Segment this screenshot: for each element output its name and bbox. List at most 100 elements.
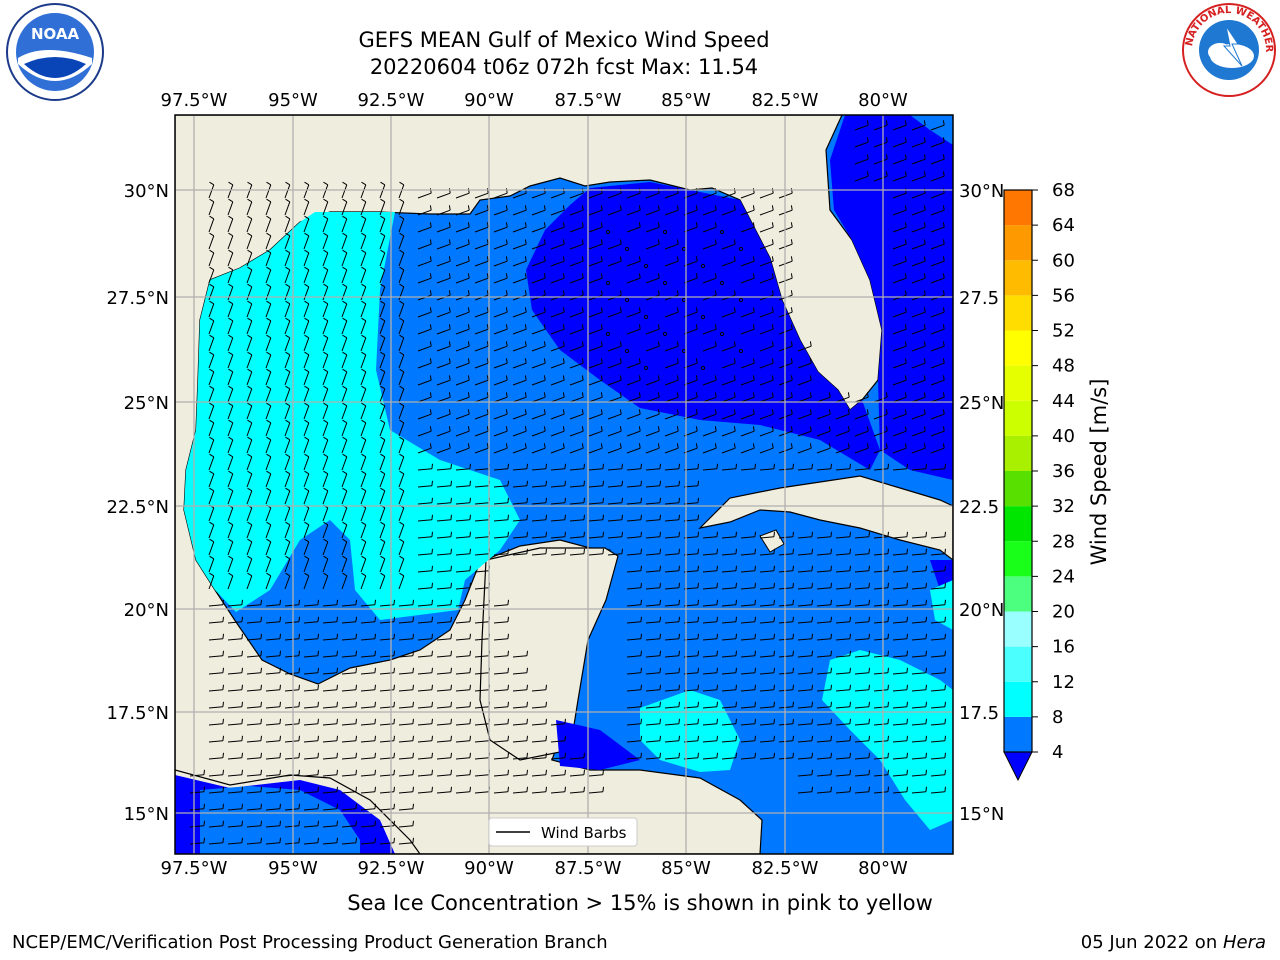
wind-barb-flag (904, 443, 907, 449)
wind-barb-staff (740, 553, 755, 556)
wind-barb-staff (455, 311, 470, 318)
wind-barb-flag (380, 521, 386, 526)
wind-barb-flag (733, 426, 736, 432)
wind-barb-flag (925, 684, 927, 690)
wind-barb-staff (512, 791, 527, 794)
wind-barb-staff (284, 473, 291, 488)
wind-barb-staff (588, 209, 603, 216)
wind-barb-flag (469, 616, 471, 622)
wind-barb-flag (380, 385, 386, 390)
wind-barb-flag (925, 718, 927, 724)
wind-barb-staff (854, 430, 869, 437)
wind-barb-flag (621, 497, 623, 503)
wind-barb-staff (246, 621, 261, 624)
wind-barb-flag (450, 735, 452, 741)
wind-barb-flag (203, 820, 205, 826)
wind-barb-staff (417, 655, 432, 658)
wind-barb-staff (341, 774, 356, 777)
wind-barb-staff (360, 303, 367, 318)
wind-barb-staff (227, 320, 234, 335)
wind-barb-staff (569, 243, 584, 250)
wind-barb-staff (626, 209, 641, 216)
wind-barb-staff (360, 757, 375, 760)
wind-barb-flag (752, 409, 755, 415)
wind-barb-staff (645, 757, 660, 760)
wind-barb-staff (208, 405, 215, 420)
wind-barb-flag (285, 215, 291, 220)
wind-barb-flag (260, 735, 262, 741)
wind-barb-staff (436, 413, 451, 420)
colorbar-cell (1004, 541, 1032, 577)
wind-barb-staff (341, 320, 348, 335)
wind-barb-flag (735, 582, 737, 588)
wind-barb-staff (246, 286, 253, 301)
wind-barb-flag (697, 650, 699, 656)
wind-barb-staff (626, 519, 641, 522)
wind-barb-staff (265, 303, 272, 318)
wind-barb-staff (493, 192, 508, 199)
wind-barb-staff (512, 774, 527, 777)
wind-barb-flag (524, 222, 527, 228)
wind-barb-flag (906, 565, 908, 571)
wind-barb-flag (600, 392, 603, 398)
wind-barb-staff (493, 757, 508, 760)
sea-ice-note: Sea Ice Concentration > 15% is shown in … (347, 891, 933, 915)
wind-barb-staff (246, 604, 261, 607)
lon-tick-label: 87.5°W (555, 858, 622, 879)
wind-barb-flag (266, 317, 272, 322)
wind-barb-flag (393, 803, 395, 809)
wind-barb-flag (942, 307, 945, 313)
wind-barb-staff (911, 536, 926, 539)
wind-barb-flag (412, 803, 414, 809)
wind-barb-staff (322, 825, 337, 828)
wind-barb-staff (873, 553, 888, 556)
wind-barb-flag (885, 443, 888, 449)
wind-barb-staff (246, 672, 261, 675)
wind-barb-staff (645, 553, 660, 556)
wind-barb-flag (323, 470, 329, 475)
wind-barb-staff (645, 447, 660, 454)
wind-barb-flag (697, 480, 699, 486)
wind-barb-staff (740, 311, 755, 318)
wind-barb-flag (868, 599, 870, 605)
wind-barb-flag (399, 249, 405, 254)
wind-barb-flag (431, 463, 433, 469)
wind-barb-staff (360, 689, 375, 692)
wind-barb-flag (469, 531, 471, 537)
wind-barb-staff (873, 791, 888, 794)
wind-barb-staff (322, 490, 329, 505)
wind-barb-flag (887, 701, 889, 707)
wind-barb-flag (469, 599, 471, 605)
wind-barb-staff (436, 260, 451, 267)
wind-barb-flag (285, 402, 291, 407)
wind-barb-flag (752, 375, 755, 381)
wind-barb-staff (569, 328, 584, 335)
wind-barb-staff (664, 345, 679, 352)
wind-barb-flag (355, 701, 357, 707)
wind-barb-flag (279, 650, 281, 656)
wind-barb-staff (493, 447, 508, 454)
wind-barb-staff (398, 490, 405, 505)
wind-barb-flag (771, 409, 774, 415)
wind-barb-flag (285, 555, 291, 560)
wind-barb-flag (828, 409, 831, 415)
wind-barb-flag (429, 205, 432, 211)
wind-barb-staff (759, 396, 774, 403)
wind-barb-staff (398, 723, 413, 726)
wind-barb-staff (645, 396, 660, 403)
wind-barb-staff (911, 655, 926, 658)
wind-barb-flag (486, 205, 489, 211)
wind-barb-staff (303, 558, 310, 573)
wind-barb-flag (811, 633, 813, 639)
wind-barb-flag (209, 402, 215, 407)
wind-barb-staff (474, 430, 489, 437)
wind-barb-flag (640, 531, 642, 537)
wind-barb-staff (778, 723, 793, 726)
wind-barb-staff (284, 252, 291, 267)
wind-barb-flag (526, 650, 528, 656)
wind-barb-staff (550, 536, 565, 539)
wind-barb-staff (512, 209, 527, 216)
wind-barb-flag (640, 735, 642, 741)
wind-barb-flag (619, 392, 622, 398)
